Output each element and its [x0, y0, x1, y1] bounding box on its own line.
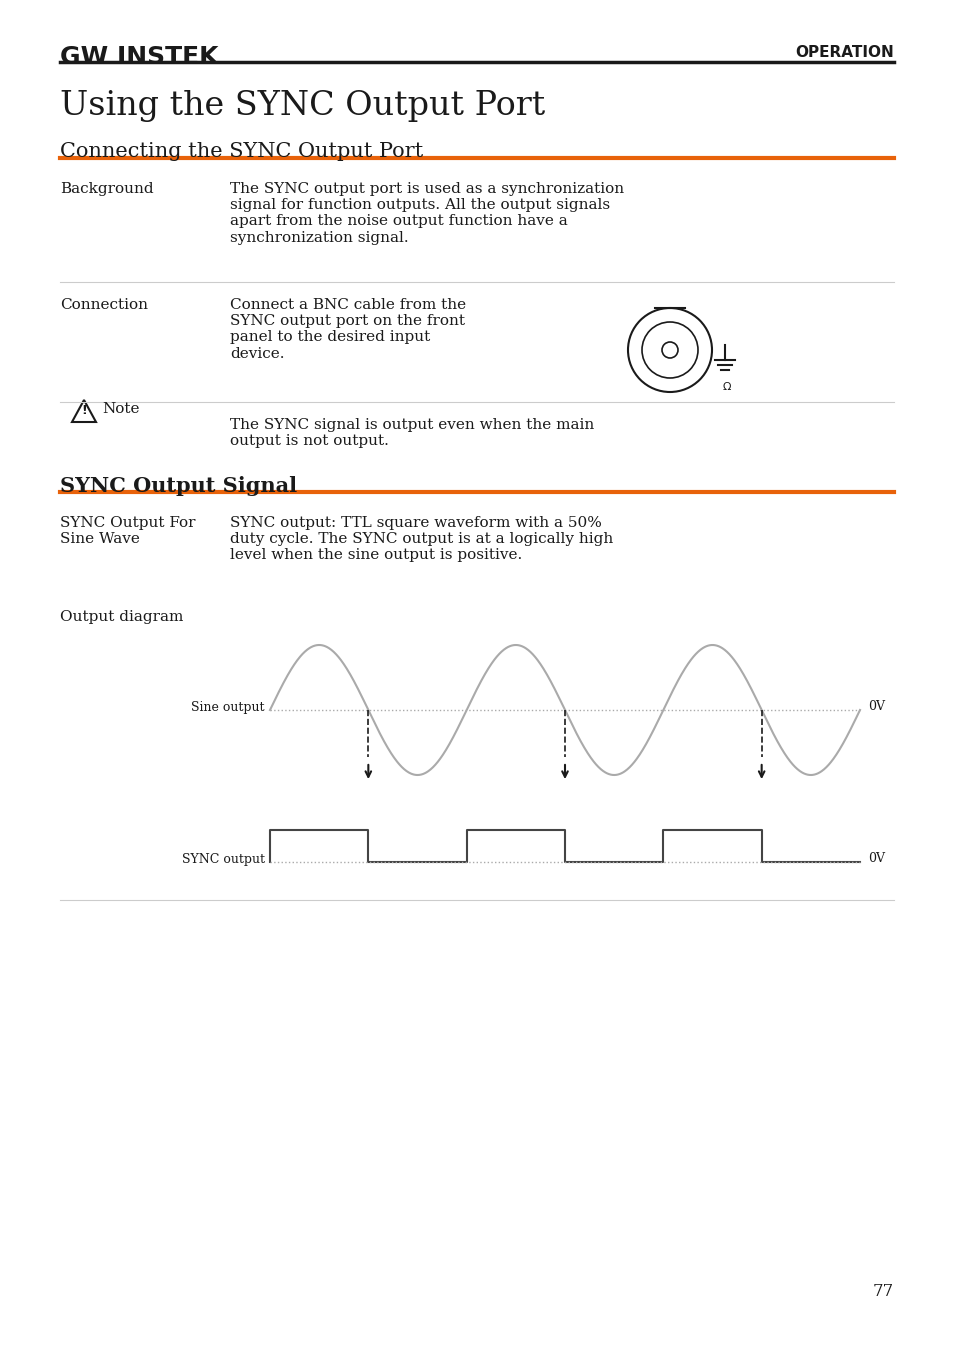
Text: 0V: 0V [867, 852, 884, 865]
Text: Background: Background [60, 182, 153, 196]
Text: 77: 77 [872, 1282, 893, 1300]
Text: The SYNC signal is output even when the main
output is not output.: The SYNC signal is output even when the … [230, 418, 594, 448]
Text: SYNC Output For
Sine Wave: SYNC Output For Sine Wave [60, 516, 195, 547]
Text: Note: Note [102, 402, 139, 416]
Text: SYNC output: SYNC output [182, 852, 265, 865]
Text: Using the SYNC Output Port: Using the SYNC Output Port [60, 90, 545, 122]
Text: OPERATION: OPERATION [795, 45, 893, 59]
Text: !: ! [81, 404, 87, 417]
Text: Connecting the SYNC Output Port: Connecting the SYNC Output Port [60, 142, 423, 161]
Text: Connection: Connection [60, 298, 148, 312]
Text: Sine output: Sine output [192, 701, 265, 714]
Text: Connect a BNC cable from the
SYNC output port on the front
panel to the desired : Connect a BNC cable from the SYNC output… [230, 298, 466, 360]
Text: GW INSTEK: GW INSTEK [60, 45, 218, 69]
Text: Output diagram: Output diagram [60, 610, 183, 624]
Text: The SYNC output port is used as a synchronization
signal for function outputs. A: The SYNC output port is used as a synchr… [230, 182, 623, 244]
Text: SYNC Output Signal: SYNC Output Signal [60, 477, 296, 495]
Text: Ω: Ω [722, 382, 731, 391]
Text: 0V: 0V [867, 701, 884, 714]
Text: SYNC output: TTL square waveform with a 50%
duty cycle. The SYNC output is at a : SYNC output: TTL square waveform with a … [230, 516, 613, 563]
